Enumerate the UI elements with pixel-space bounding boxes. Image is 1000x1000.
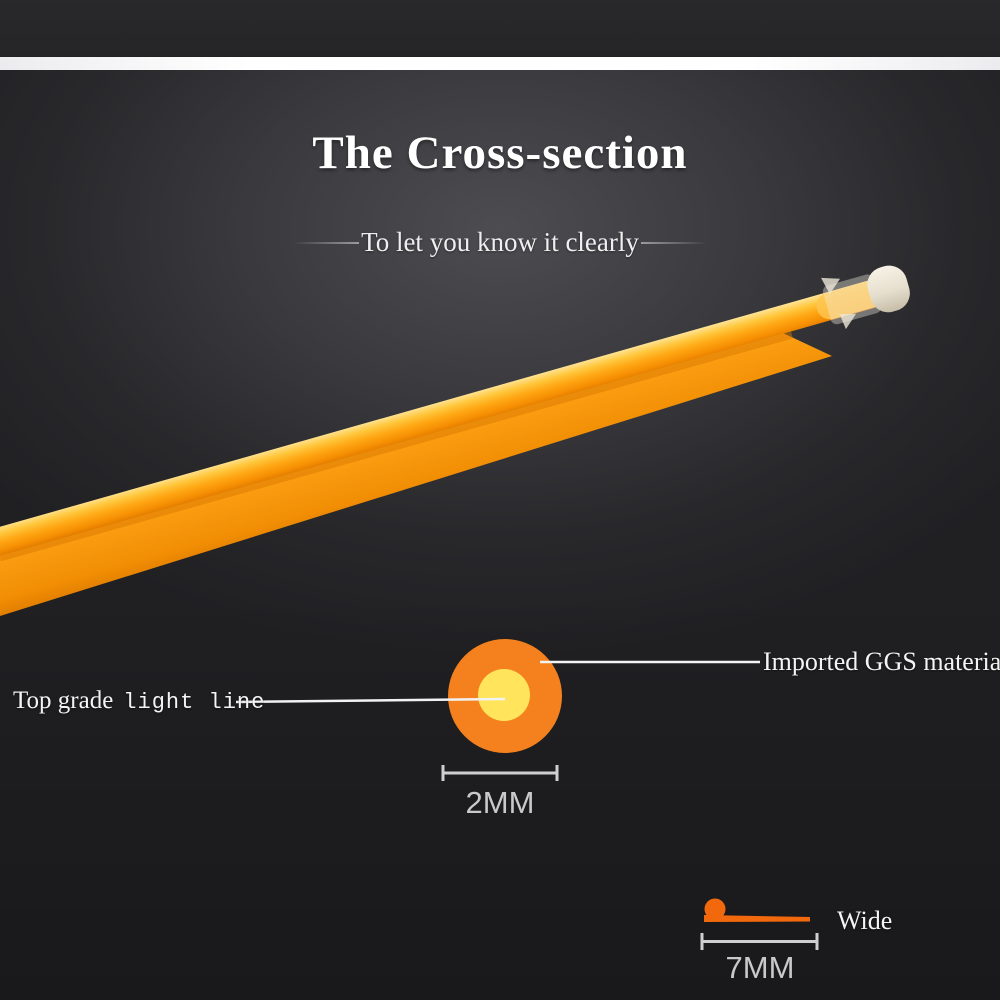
label-top-grade-light-line: Top grade light line [13,687,265,715]
bracket-7mm [700,933,819,950]
top-black-bar [0,0,1000,57]
callout-line-light-line [235,697,506,704]
label-imported-materials: Imported GGS materials [763,647,1000,676]
subtitle-left-line [293,241,360,244]
white-divider-stripe [0,57,1000,70]
wide-profile-icon [704,898,810,922]
wide-icon-tube-dot [704,898,726,920]
sleeve-bottom-flare [839,313,857,330]
silicone-sleeve [822,274,882,325]
label-light-line: light line [123,690,266,715]
end-cap-dome [867,265,910,313]
label-7mm: 7MM [725,950,795,985]
sleeve-top-flare [821,277,841,295]
subtitle-right-line [640,241,707,244]
label-top-grade: Top grade [13,687,114,714]
subtitle: To let you know it clearly [0,227,1000,258]
subtitle-text: To let you know it clearly [361,227,639,257]
label-wide: Wide [837,906,893,935]
wide-icon-fin-line [704,915,810,922]
light-strip-fin [0,320,832,616]
light-strip-tube [0,277,894,556]
tube-sleeve-glow [816,279,890,320]
cross-section-core-circle [478,669,530,721]
page-title: The Cross-section [312,127,688,179]
end-cap-group [821,265,910,330]
label-2mm: 2MM [465,785,535,820]
bracket-2mm [441,765,559,781]
strip-crease-shadow [0,331,793,562]
